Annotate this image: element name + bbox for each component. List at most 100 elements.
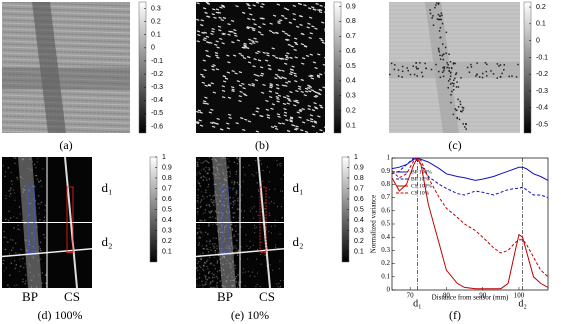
marker-label: d₁ (101, 180, 112, 195)
speck (216, 285, 218, 287)
speck (465, 128, 467, 130)
speck (220, 266, 222, 269)
speck (277, 164, 279, 166)
speck (214, 43, 218, 46)
speck (202, 102, 206, 105)
speck (211, 216, 214, 218)
speck (429, 9, 431, 11)
speck (40, 180, 42, 182)
speck (233, 279, 235, 281)
speck (482, 72, 484, 75)
speck (291, 124, 295, 127)
speck (13, 157, 15, 159)
speck (260, 5, 264, 8)
speck (198, 273, 201, 275)
speck (196, 30, 201, 33)
speck (276, 206, 278, 208)
speck (454, 73, 457, 76)
speck (416, 75, 418, 77)
speck (4, 248, 7, 251)
speck (202, 252, 204, 255)
speck (310, 77, 315, 80)
speck (230, 19, 235, 23)
speck (210, 211, 212, 213)
speck (231, 260, 234, 263)
colorbar-tick-label: 0.1 (536, 21, 546, 28)
speck (470, 63, 472, 66)
speck (229, 267, 232, 269)
speck (227, 158, 229, 160)
speck (294, 43, 299, 46)
speck (17, 224, 19, 227)
speck (235, 280, 237, 283)
speck (214, 210, 217, 212)
speck (436, 18, 439, 20)
speck (286, 52, 290, 55)
stripe (2, 37, 130, 43)
speck (14, 162, 16, 165)
speck (470, 66, 473, 68)
speck (209, 212, 211, 214)
speck (230, 242, 233, 244)
speck (274, 219, 276, 221)
speck (211, 28, 215, 31)
speck (222, 80, 227, 83)
speck (222, 191, 225, 193)
speck (259, 115, 263, 118)
speck (246, 27, 250, 30)
speck (231, 41, 235, 44)
speck (406, 67, 409, 69)
speck (25, 274, 27, 276)
series-line (391, 157, 549, 278)
speck (202, 195, 205, 198)
speck (198, 242, 200, 244)
speck (197, 165, 199, 168)
speck (196, 207, 198, 210)
speck (231, 89, 235, 93)
speck (441, 54, 444, 57)
speck (211, 65, 215, 68)
speck (211, 202, 214, 204)
colorbar-tick-label: 0.8 (354, 175, 364, 182)
stripe (97, 2, 102, 133)
speck (232, 54, 237, 57)
speck (238, 52, 242, 55)
stripe (113, 2, 118, 133)
speck (200, 231, 202, 233)
speck (206, 15, 211, 18)
speck (227, 167, 229, 169)
speck (297, 2, 302, 5)
speck (213, 183, 215, 185)
speck (236, 287, 239, 288)
speck (204, 274, 206, 276)
speck (312, 8, 317, 11)
speck (448, 67, 450, 69)
speck (303, 45, 308, 48)
speck (235, 281, 237, 284)
colorbar-tick-label: 1 (354, 154, 358, 161)
colorbar-tick-label: -0.3 (151, 84, 163, 91)
y-tick-label: 0.2 (381, 259, 390, 267)
speck (209, 246, 212, 249)
speck (202, 252, 204, 254)
speck (215, 183, 217, 186)
speck (15, 264, 17, 266)
speck (268, 189, 270, 191)
speck (313, 121, 318, 124)
speck (208, 157, 211, 159)
speck (435, 4, 437, 6)
speck (215, 201, 217, 203)
speck (309, 53, 313, 56)
speck (235, 245, 237, 247)
colorbar-tick-label: 1 (162, 154, 166, 161)
speck (236, 182, 239, 184)
speck (243, 42, 247, 45)
speck (397, 69, 400, 71)
colorbar (138, 1, 147, 134)
speck (215, 174, 217, 177)
speck (230, 30, 234, 33)
speck (36, 178, 39, 180)
speck (217, 163, 220, 166)
speck (276, 113, 281, 116)
speck (210, 282, 212, 284)
